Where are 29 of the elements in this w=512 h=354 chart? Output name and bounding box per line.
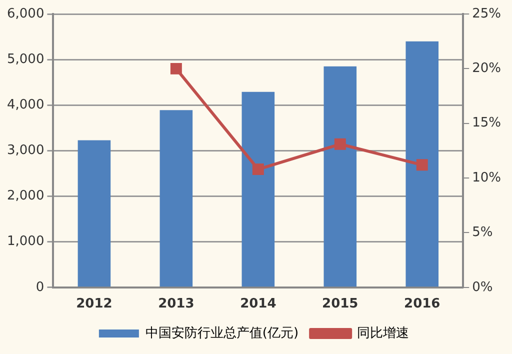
x-tick-label: 2014 bbox=[240, 296, 276, 312]
y2-tick-label: 5% bbox=[472, 225, 493, 240]
y-tick-label: 1,000 bbox=[7, 234, 44, 250]
point bbox=[170, 62, 182, 74]
x-tick-label: 2013 bbox=[158, 296, 194, 312]
y2-tick-label: 15% bbox=[472, 116, 502, 131]
y-tick-label: 3,000 bbox=[7, 143, 44, 158]
bar bbox=[160, 110, 193, 287]
y2-tick-label: 10% bbox=[472, 170, 502, 186]
y-tick-label: 4,000 bbox=[7, 98, 44, 113]
legend-label: 同比增速 bbox=[357, 326, 410, 341]
bar bbox=[324, 66, 357, 287]
y-tick-label: 6,000 bbox=[7, 6, 44, 22]
x-tick-label: 2015 bbox=[322, 296, 358, 312]
x-tick-label: 2016 bbox=[404, 296, 440, 312]
x-tick-label: 2012 bbox=[76, 296, 112, 312]
point bbox=[252, 164, 264, 176]
legend-label: 中国安防行业总产值(亿元) bbox=[145, 324, 299, 341]
y2-tick-label: 0% bbox=[472, 280, 493, 295]
y-tick-label: 2,000 bbox=[7, 188, 44, 204]
y2-tick-label: 25% bbox=[472, 6, 502, 22]
y-tick-label: 0 bbox=[36, 280, 44, 295]
bar bbox=[242, 92, 275, 287]
y2-tick-label: 20% bbox=[472, 61, 502, 76]
bar bbox=[78, 140, 111, 287]
point bbox=[416, 159, 428, 171]
bar bbox=[406, 41, 439, 287]
point bbox=[334, 138, 346, 150]
y-tick-label: 5,000 bbox=[7, 52, 44, 67]
